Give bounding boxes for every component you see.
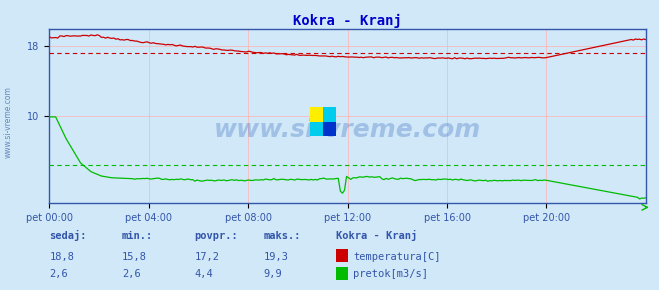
Bar (323, 122, 336, 136)
Text: 17,2: 17,2 (194, 251, 219, 262)
Text: 2,6: 2,6 (122, 269, 140, 279)
Text: 18,8: 18,8 (49, 251, 74, 262)
Text: povpr.:: povpr.: (194, 231, 238, 241)
Text: maks.:: maks.: (264, 231, 301, 241)
Text: 4,4: 4,4 (194, 269, 213, 279)
Bar (310, 107, 323, 122)
Text: www.si-vreme.com: www.si-vreme.com (214, 118, 481, 142)
Text: pretok[m3/s]: pretok[m3/s] (353, 269, 428, 279)
Title: Kokra - Kranj: Kokra - Kranj (293, 14, 402, 28)
Text: 2,6: 2,6 (49, 269, 68, 279)
Text: sedaj:: sedaj: (49, 230, 87, 241)
Text: www.si-vreme.com: www.si-vreme.com (3, 86, 13, 158)
Text: min.:: min.: (122, 231, 153, 241)
Text: 9,9: 9,9 (264, 269, 282, 279)
Text: 19,3: 19,3 (264, 251, 289, 262)
Text: 15,8: 15,8 (122, 251, 147, 262)
Text: Kokra - Kranj: Kokra - Kranj (336, 230, 417, 241)
Text: temperatura[C]: temperatura[C] (353, 251, 441, 262)
Bar (310, 107, 323, 122)
Bar (323, 122, 336, 136)
